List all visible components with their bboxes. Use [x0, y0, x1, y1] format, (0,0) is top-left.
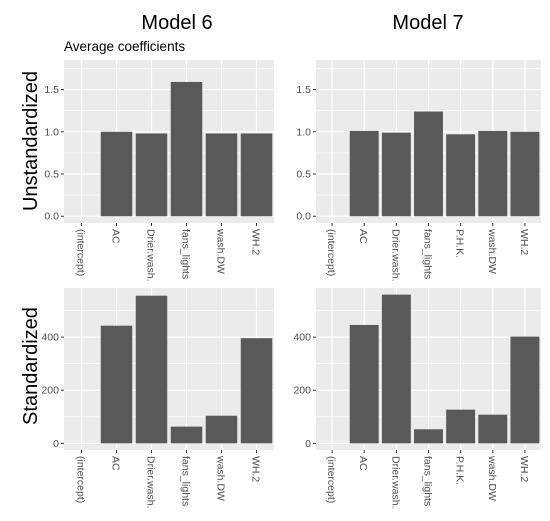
y-tick-label: 0.0 — [44, 211, 59, 223]
y-tick-label: 1.5 — [44, 84, 59, 96]
bar-wh-2 — [510, 336, 540, 444]
bar-ac — [100, 325, 133, 444]
panels: 0.0 0.5 1.0 1.5 (intercept) AC Drier.wash. fans… — [41, 60, 541, 509]
panel-model-6-unstandardized: 0.0 0.5 1.0 1.5 (intercept) AC Drier.wash. fans… — [44, 60, 274, 282]
bar-ac — [100, 131, 133, 217]
y-tick-label: 0 — [305, 438, 311, 450]
column-title-model-6: Model 6 — [141, 12, 212, 34]
y-tick-label: 400 — [41, 332, 59, 344]
bar-fans-lights — [170, 81, 203, 217]
column-title-model-7: Model 7 — [392, 12, 463, 34]
bar-drier-wash — [135, 133, 168, 217]
row-title-unstandardized: Unstandardized — [20, 71, 42, 211]
x-category-label: AC — [357, 456, 369, 471]
y-tick-label: 200 — [293, 385, 311, 397]
y-tick-label: 0.0 — [296, 211, 311, 223]
bar-drier-wash — [381, 294, 411, 444]
x-category-label: Drier.wash. — [145, 229, 157, 282]
row-title-standardized: Standardized — [20, 307, 42, 425]
x-category-label: (intercept) — [325, 456, 337, 503]
bar-ac — [349, 130, 379, 217]
x-category-label: fans_lights — [180, 229, 192, 279]
x-category-label: AC — [110, 456, 122, 471]
chart-subtitle: Average coefficients — [64, 39, 185, 54]
panel-model-7-unstandardized: 0.0 0.5 1.0 1.5 (intercept) AC Drier.wash. fans… — [296, 60, 541, 282]
y-tick-label: 400 — [293, 332, 311, 344]
x-category-label: Drier.wash. — [389, 456, 401, 509]
panel-model-7-standardized: 0 200 400 (intercept) AC Drier.wash. fans_ligh… — [293, 288, 541, 509]
bar-wh-2 — [240, 338, 273, 444]
bar-wash-dw — [205, 133, 238, 217]
bar-fans-lights — [170, 426, 203, 444]
y-tick-label: 0.5 — [296, 169, 311, 181]
x-category-label: fans_lights — [422, 229, 434, 279]
bar-wash-dw — [205, 415, 238, 444]
x-category-label: WH.2 — [250, 456, 262, 482]
x-category-label: wash.DW — [486, 455, 498, 501]
x-category-label: fans_lights — [180, 456, 192, 506]
bar-wh-2 — [240, 133, 273, 217]
x-category-label: (intercept) — [325, 229, 337, 276]
bar-wash-dw — [478, 414, 508, 444]
x-category-label: wash.DW — [215, 228, 227, 274]
y-tick-label: 0.5 — [44, 169, 59, 181]
y-tick-label: 1.0 — [44, 126, 59, 138]
y-tick-label: 1.5 — [296, 84, 311, 96]
bar-ac — [349, 324, 379, 444]
bar-fans-lights — [414, 429, 443, 444]
panel-background — [64, 288, 274, 450]
x-category-label: fans_lights — [422, 456, 434, 506]
x-category-label: AC — [110, 229, 122, 244]
bar-p-h-k — [446, 409, 476, 444]
panel-model-6-standardized: 0 200 400 (intercept) AC Drier.wash. fans_ligh… — [41, 288, 274, 509]
y-tick-label: 0 — [53, 438, 59, 450]
bar-fans-lights — [414, 111, 443, 217]
x-category-label: WH.2 — [518, 456, 530, 482]
bar-drier-wash — [135, 295, 168, 444]
y-tick-label: 1.0 — [296, 126, 311, 138]
x-category-label: Drier.wash. — [145, 456, 157, 509]
panel-background — [64, 60, 274, 223]
x-category-label: wash.DW — [486, 228, 498, 274]
bar-drier-wash — [381, 132, 411, 217]
x-category-label: AC — [357, 229, 369, 244]
x-category-label: (intercept) — [75, 456, 87, 503]
bar-wh-2 — [510, 131, 540, 217]
bar-wash-dw — [478, 130, 508, 217]
x-category-label: P.H.K. — [454, 456, 466, 485]
x-category-label: wash.DW — [215, 455, 227, 501]
x-category-label: (intercept) — [75, 229, 87, 276]
x-category-label: WH.2 — [518, 229, 530, 255]
x-category-label: P.H.K. — [454, 229, 466, 258]
y-tick-label: 200 — [41, 385, 59, 397]
x-category-label: WH.2 — [250, 229, 262, 255]
bar-p-h-k — [446, 134, 476, 217]
x-category-label: Drier.wash. — [389, 229, 401, 282]
